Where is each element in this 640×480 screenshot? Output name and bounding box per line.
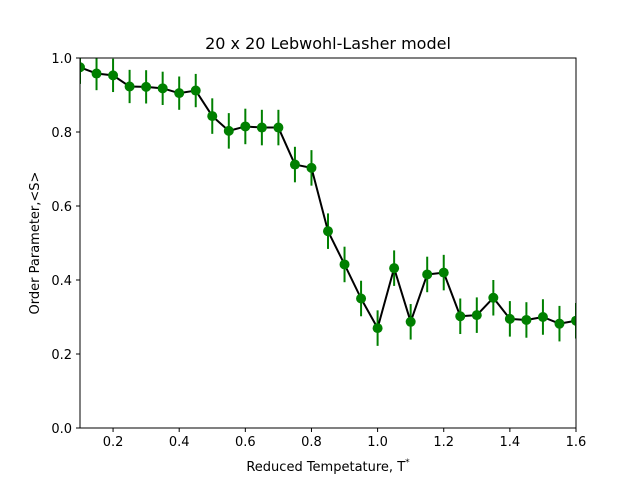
data-point	[537, 312, 548, 322]
data-point	[273, 122, 284, 133]
data-point	[141, 81, 152, 92]
data-point	[240, 121, 251, 132]
data-point	[80, 62, 85, 73]
x-tick-label: 0.4	[169, 435, 190, 450]
data-point	[571, 315, 576, 326]
x-tick-label: 1.0	[367, 435, 388, 450]
data-point	[455, 311, 466, 322]
x-tick-label: 1.4	[500, 435, 521, 450]
x-tick-label: 1.2	[433, 435, 454, 450]
chart-title: 20 x 20 Lebwohl-Lasher model	[205, 34, 451, 53]
x-axis-label: Reduced Tempetature, T*	[246, 458, 410, 475]
data-layer	[80, 58, 576, 346]
data-point	[521, 314, 532, 325]
x-tick-label: 0.8	[301, 435, 322, 450]
x-tick-label: 1.6	[566, 435, 587, 450]
y-tick-label: 1.0	[51, 52, 72, 67]
data-point	[91, 68, 102, 79]
data-point	[306, 162, 317, 173]
data-point	[554, 318, 565, 329]
data-point	[223, 125, 234, 136]
y-tick-label: 0.6	[51, 200, 72, 215]
data-point	[504, 313, 515, 324]
x-tick-label: 0.2	[103, 435, 124, 450]
data-point	[438, 267, 449, 278]
data-point	[207, 111, 218, 122]
data-point	[488, 292, 499, 303]
data-point	[190, 85, 201, 96]
x-axis-label-text: Reduced Tempetature, T	[246, 460, 405, 475]
y-tick-label: 0.4	[51, 274, 72, 289]
data-point	[356, 293, 367, 304]
x-tick-label: 0.6	[235, 435, 256, 450]
data-point	[323, 226, 333, 237]
data-point	[471, 310, 482, 321]
y-tick-label: 0.2	[51, 348, 72, 363]
data-point	[157, 83, 168, 94]
x-axis-label-superscript: *	[405, 458, 410, 468]
data-point	[256, 122, 267, 133]
data-point	[124, 81, 135, 92]
data-point	[422, 269, 433, 280]
data-point	[405, 316, 416, 327]
data-point	[289, 159, 300, 170]
data-point	[174, 88, 185, 99]
y-tick-label: 0.8	[51, 126, 72, 141]
x-axis-ticks: 0.2 0.4 0.6 0.8 1.0 1.2 1.4 1.6	[103, 428, 587, 450]
y-axis-ticks: 0.0 0.2 0.4 0.6 0.8 1.0	[51, 52, 80, 437]
y-tick-label: 0.0	[51, 422, 72, 437]
y-axis-label: Order Parameter,<S>	[28, 172, 43, 315]
data-point	[339, 259, 350, 270]
plot-frame	[79, 57, 577, 429]
data-point	[372, 323, 383, 334]
data-point	[108, 70, 119, 81]
data-point	[389, 263, 400, 274]
